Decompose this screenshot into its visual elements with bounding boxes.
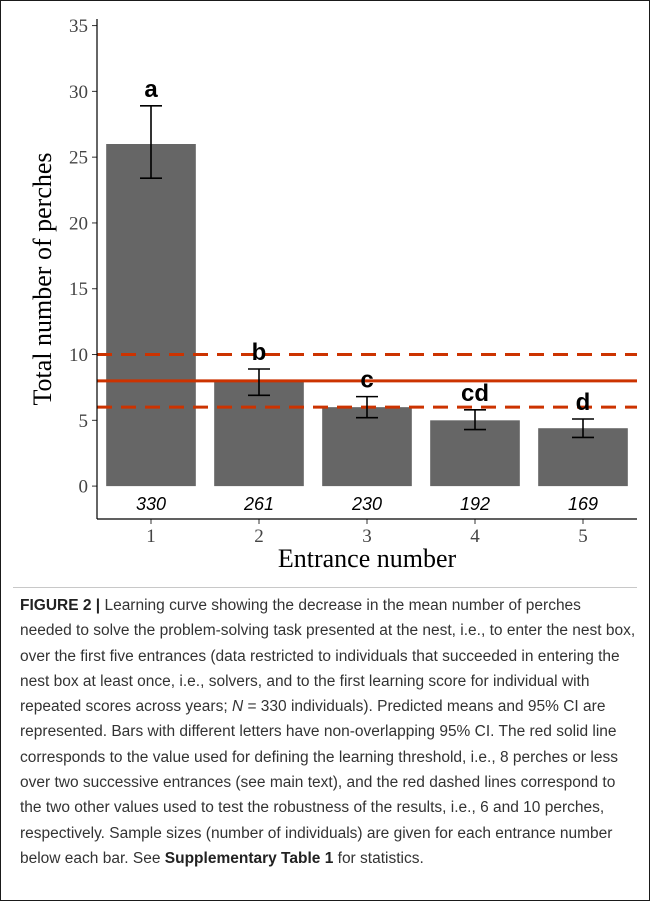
bar — [430, 420, 520, 487]
y-tick-label: 20 — [69, 213, 88, 234]
x-tick-label: 1 — [146, 526, 156, 547]
caption-label: FIGURE 2 | — [20, 597, 101, 614]
caption-n-symbol: N — [231, 698, 244, 716]
y-axis-title: Total number of perches — [28, 152, 57, 405]
sample-size-label: 330 — [136, 494, 166, 514]
supplementary-table-link[interactable]: Supplementary Table 1 — [164, 849, 334, 867]
y-tick-label: 30 — [69, 82, 88, 103]
y-tick-label: 10 — [69, 345, 88, 366]
figure-caption: FIGURE 2 | Learning curve showing the de… — [20, 593, 636, 871]
y-tick-label: 15 — [69, 279, 88, 300]
x-tick-label: 3 — [362, 526, 372, 547]
y-tick-label: 35 — [69, 16, 88, 37]
caption-text-end: for statistics. — [333, 849, 424, 867]
y-tick-label: 5 — [79, 411, 89, 432]
significance-letter: b — [252, 339, 267, 366]
bar — [106, 144, 196, 487]
caption-text: Learning curve showing the decrease in t… — [20, 597, 636, 716]
x-tick-label: 5 — [578, 526, 588, 547]
sample-size-label: 230 — [351, 494, 382, 514]
bar — [322, 407, 412, 487]
plot-area: 0 5 10 15 20 25 30 35 a b c cd d 330 261 230 192 169 1 2 3 4 5 — [69, 16, 637, 547]
significance-letter: a — [144, 76, 158, 103]
x-tick-label: 2 — [254, 526, 264, 547]
y-tick-label: 25 — [69, 148, 88, 169]
sample-size-label: 169 — [568, 494, 598, 514]
bar — [214, 380, 304, 487]
x-axis-title: Entrance number — [278, 544, 457, 573]
significance-letter: d — [576, 389, 591, 416]
caption-divider — [13, 587, 637, 588]
significance-letter: c — [360, 367, 373, 394]
sample-size-label: 261 — [243, 494, 274, 514]
bar-chart: 0 5 10 15 20 25 30 35 a b c cd d 330 261 230 192 169 1 2 3 4 5… — [28, 16, 637, 573]
y-tick-label: 0 — [79, 477, 89, 498]
x-tick-label: 4 — [470, 526, 480, 547]
caption-text-n: = 330 individuals). Predicted means and … — [20, 698, 618, 867]
sample-size-label: 192 — [460, 494, 490, 514]
significance-letter: cd — [461, 380, 489, 407]
